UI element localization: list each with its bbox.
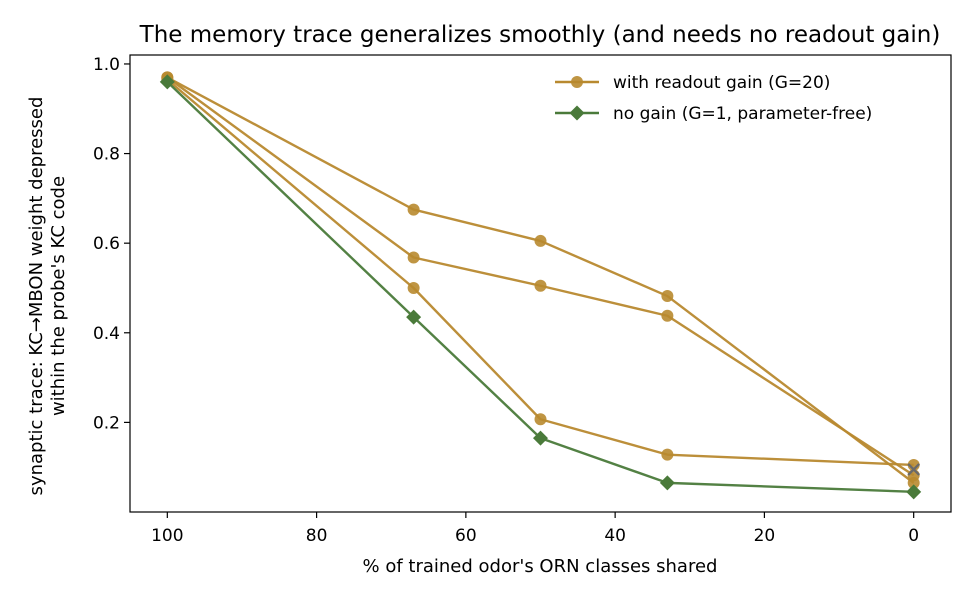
legend: with readout gain (G=20) no gain (G=1, pa… bbox=[555, 73, 872, 124]
x-tick-label: 60 bbox=[455, 526, 477, 546]
data-point bbox=[534, 234, 547, 247]
x-tick-label: 40 bbox=[604, 526, 626, 546]
data-point bbox=[906, 484, 922, 500]
data-point bbox=[534, 279, 547, 292]
y-axis-label: synaptic trace: KC→MBON weight depressed… bbox=[26, 97, 69, 496]
data-point bbox=[661, 290, 674, 303]
data-point bbox=[534, 413, 547, 426]
series-nogain bbox=[159, 74, 922, 500]
data-point bbox=[406, 309, 422, 325]
legend-label: no gain (G=1, parameter-free) bbox=[613, 104, 872, 124]
y-tick-label: 1.0 bbox=[93, 55, 120, 75]
data-point bbox=[159, 74, 175, 90]
x-marker-stroke bbox=[907, 463, 921, 476]
y-tick-label: 0.4 bbox=[93, 324, 120, 344]
y-tick-label: 0.6 bbox=[93, 234, 120, 254]
y-axis-label-line2: within the probe's KC code bbox=[48, 176, 69, 416]
x-tick-label: 100 bbox=[151, 526, 183, 546]
y-axis-label-line1: synaptic trace: KC→MBON weight depressed bbox=[26, 97, 47, 496]
x-axis-label: % of trained odor's ORN classes shared bbox=[363, 556, 718, 577]
series-gain bbox=[161, 73, 920, 471]
legend-marker bbox=[571, 76, 583, 88]
x-marker bbox=[907, 463, 921, 476]
legend-label: with readout gain (G=20) bbox=[613, 73, 830, 93]
data-point bbox=[533, 430, 548, 446]
legend-item: no gain (G=1, parameter-free) bbox=[555, 104, 872, 124]
series-layer bbox=[159, 71, 922, 500]
data-point bbox=[407, 203, 420, 216]
legend-item: with readout gain (G=20) bbox=[555, 73, 830, 93]
data-point bbox=[661, 309, 674, 322]
data-point bbox=[407, 281, 420, 294]
data-point bbox=[407, 251, 420, 264]
x-tick-label: 20 bbox=[754, 526, 776, 546]
x-tick-label: 0 bbox=[908, 526, 919, 546]
x-tick-label: 80 bbox=[306, 526, 328, 546]
chart-title: The memory trace generalizes smoothly (a… bbox=[139, 22, 941, 48]
plot-frame bbox=[129, 54, 952, 513]
axes: 100 80 60 40 20 0 0.2 0.4 0.6 0.8 1.0 bbox=[93, 55, 919, 546]
y-tick-label: 0.2 bbox=[93, 413, 120, 433]
y-tick-label: 0.8 bbox=[93, 145, 120, 165]
data-point bbox=[661, 448, 674, 461]
legend-marker bbox=[569, 105, 585, 121]
data-point bbox=[659, 475, 675, 491]
